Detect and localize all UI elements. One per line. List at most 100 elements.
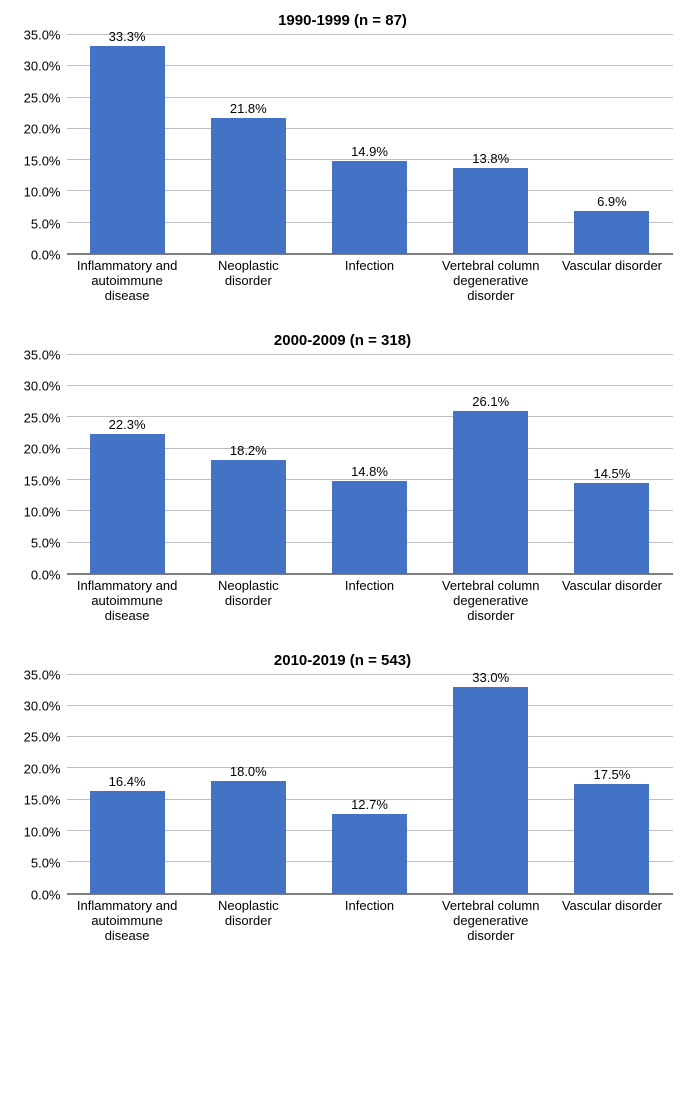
bar: 18.0% <box>211 781 286 894</box>
y-tick-label: 35.0% <box>24 667 61 682</box>
bar-slot: 13.8% <box>430 35 551 254</box>
x-tick-label: Infection <box>309 255 430 304</box>
bar-value-label: 14.9% <box>351 144 388 159</box>
bar-slot: 14.9% <box>309 35 430 254</box>
bar: 22.3% <box>90 434 165 574</box>
bar-value-label: 17.5% <box>593 767 630 782</box>
chart-body: 0.0%5.0%10.0%15.0%20.0%25.0%30.0%35.0%16… <box>13 675 673 895</box>
bar-value-label: 16.4% <box>109 774 146 789</box>
y-tick-label: 10.0% <box>24 824 61 839</box>
x-tick-label: Neoplasticdisorder <box>188 895 309 944</box>
y-tick-label: 30.0% <box>24 379 61 394</box>
bar-slot: 14.5% <box>551 355 672 574</box>
y-tick-label: 20.0% <box>24 761 61 776</box>
x-tick-label: Infection <box>309 895 430 944</box>
bars-row: 16.4% 18.0% 12.7% 33.0% 17.5% <box>67 675 673 894</box>
bar: 14.8% <box>332 481 407 574</box>
bar-value-label: 33.3% <box>109 29 146 44</box>
y-tick-label: 0.0% <box>31 248 61 263</box>
bar-value-label: 33.0% <box>472 670 509 685</box>
chart-title: 1990-1999 (n = 87) <box>13 12 673 29</box>
bar: 26.1% <box>453 411 528 574</box>
x-tick-label: Vascular disorder <box>551 255 672 304</box>
bar-value-label: 14.8% <box>351 464 388 479</box>
bar: 16.4% <box>90 791 165 894</box>
x-tick-label: Infection <box>309 575 430 624</box>
bar: 33.3% <box>90 46 165 254</box>
bar-value-label: 14.5% <box>593 466 630 481</box>
bar-value-label: 12.7% <box>351 797 388 812</box>
y-axis: 0.0%5.0%10.0%15.0%20.0%25.0%30.0%35.0% <box>13 355 67 575</box>
chart-title: 2000-2009 (n = 318) <box>13 332 673 349</box>
bar-slot: 33.0% <box>430 675 551 894</box>
bar-slot: 17.5% <box>551 675 672 894</box>
y-tick-label: 15.0% <box>24 793 61 808</box>
y-tick-label: 35.0% <box>24 28 61 43</box>
bar-value-label: 6.9% <box>597 194 627 209</box>
chart-panel: 2000-2009 (n = 318)0.0%5.0%10.0%15.0%20.… <box>13 332 673 624</box>
bar: 21.8% <box>211 118 286 254</box>
x-tick-label: Neoplasticdisorder <box>188 575 309 624</box>
x-axis: Inflammatory andautoimmunediseaseNeoplas… <box>67 895 673 944</box>
bar: 14.9% <box>332 161 407 254</box>
x-tick-label: Vascular disorder <box>551 575 672 624</box>
bar: 12.7% <box>332 814 407 893</box>
y-tick-label: 25.0% <box>24 410 61 425</box>
y-tick-label: 15.0% <box>24 153 61 168</box>
x-tick-label: Neoplasticdisorder <box>188 255 309 304</box>
y-tick-label: 5.0% <box>31 216 61 231</box>
bar-slot: 18.0% <box>188 675 309 894</box>
bars-row: 22.3% 18.2% 14.8% 26.1% 14.5% <box>67 355 673 574</box>
y-tick-label: 30.0% <box>24 699 61 714</box>
bar: 13.8% <box>453 168 528 254</box>
plot-area: 16.4% 18.0% 12.7% 33.0% 17.5% <box>67 675 673 895</box>
bars-row: 33.3% 21.8% 14.9% 13.8% 6.9% <box>67 35 673 254</box>
bar-value-label: 21.8% <box>230 101 267 116</box>
chart-body: 0.0%5.0%10.0%15.0%20.0%25.0%30.0%35.0%33… <box>13 35 673 255</box>
y-tick-label: 20.0% <box>24 122 61 137</box>
y-tick-label: 0.0% <box>31 567 61 582</box>
chart-body: 0.0%5.0%10.0%15.0%20.0%25.0%30.0%35.0%22… <box>13 355 673 575</box>
y-tick-label: 5.0% <box>31 856 61 871</box>
y-tick-label: 25.0% <box>24 730 61 745</box>
plot-area: 33.3% 21.8% 14.9% 13.8% 6.9% <box>67 35 673 255</box>
chart-panel: 2010-2019 (n = 543) 0.0% 5.0% 10.0% 15.0% 20.… <box>13 652 673 944</box>
bar-value-label: 18.2% <box>230 443 267 458</box>
plot-area: 22.3% 18.2% 14.8% 26.1% 14.5% <box>67 355 673 575</box>
x-tick-label: Vertebral columndegenerativedisorder <box>430 575 551 624</box>
bar: 6.9% <box>574 211 649 254</box>
y-tick-label: 5.0% <box>31 536 61 551</box>
y-tick-label: 10.0% <box>24 185 61 200</box>
y-tick-label: 30.0% <box>24 59 61 74</box>
x-tick-label: Inflammatory andautoimmunedisease <box>67 255 188 304</box>
bar-slot: 12.7% <box>309 675 430 894</box>
x-tick-label: Vascular disorder <box>551 895 672 944</box>
y-tick-label: 25.0% <box>24 90 61 105</box>
y-axis: 0.0%5.0%10.0%15.0%20.0%25.0%30.0%35.0% <box>13 35 67 255</box>
bar-slot: 14.8% <box>309 355 430 574</box>
bar-slot: 26.1% <box>430 355 551 574</box>
y-tick-label: 35.0% <box>24 347 61 362</box>
x-tick-label: Inflammatory andautoimmunedisease <box>67 895 188 944</box>
bar-slot: 16.4% <box>67 675 188 894</box>
multi-panel-bar-chart: 1990-1999 (n = 87) 0.0% 5.0% 10.0% 15.0% 20.0… <box>12 12 673 943</box>
y-tick-label: 15.0% <box>24 473 61 488</box>
y-tick-label: 10.0% <box>24 504 61 519</box>
x-axis: Inflammatory andautoimmunediseaseNeoplas… <box>67 255 673 304</box>
x-tick-label: Vertebral columndegenerativedisorder <box>430 895 551 944</box>
chart-title: 2010-2019 (n = 543) <box>13 652 673 669</box>
chart-panel: 1990-1999 (n = 87) 0.0% 5.0% 10.0% 15.0% 20.0… <box>13 12 673 304</box>
bar: 17.5% <box>574 784 649 894</box>
bar-value-label: 22.3% <box>109 417 146 432</box>
bar-value-label: 13.8% <box>472 151 509 166</box>
bar-slot: 21.8% <box>188 35 309 254</box>
bar-slot: 6.9% <box>551 35 672 254</box>
bar-value-label: 26.1% <box>472 394 509 409</box>
bar: 33.0% <box>453 687 528 893</box>
bar: 18.2% <box>211 460 286 574</box>
bar-slot: 18.2% <box>188 355 309 574</box>
y-tick-label: 0.0% <box>31 887 61 902</box>
bar-slot: 33.3% <box>67 35 188 254</box>
bar-value-label: 18.0% <box>230 764 267 779</box>
x-tick-label: Vertebral columndegenerativedisorder <box>430 255 551 304</box>
